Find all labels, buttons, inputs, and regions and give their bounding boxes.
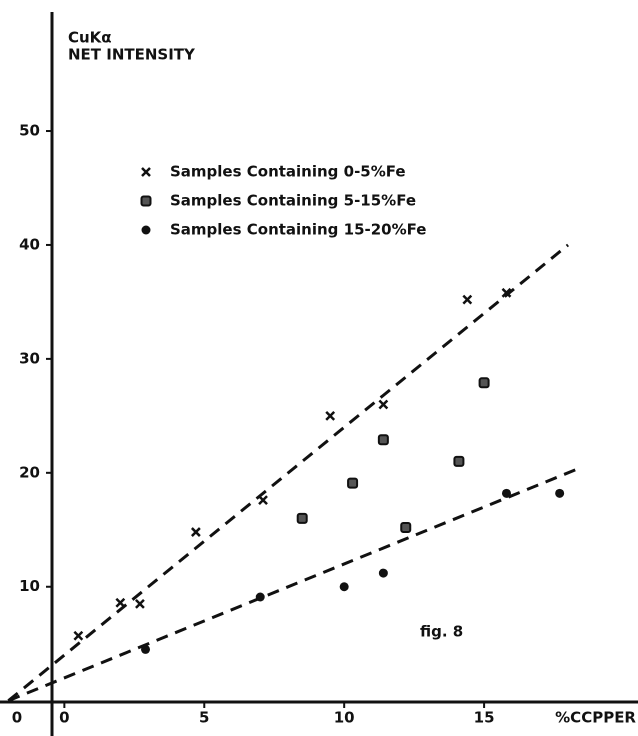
- marker-square: [347, 477, 359, 489]
- y-tick-label: 30: [19, 349, 40, 367]
- legend-label: Samples Containing 0-5%Fe: [170, 163, 406, 181]
- marker-dot: [141, 644, 151, 654]
- trend-line: [7, 468, 578, 703]
- marker-x: [73, 630, 84, 641]
- marker-dot: [378, 568, 388, 578]
- marker-dot: [339, 582, 349, 592]
- marker-x: [190, 527, 201, 537]
- y-axis-label: NET INTENSITY: [68, 46, 196, 64]
- marker-dot: [141, 225, 151, 235]
- marker-x: [501, 287, 512, 298]
- marker-x: [115, 597, 126, 608]
- x-tick-label: 5: [199, 709, 209, 727]
- legend-label: Samples Containing 15-20%Fe: [170, 221, 426, 239]
- x-tick-label: 15: [474, 709, 495, 727]
- marker-square: [400, 522, 412, 534]
- x-tick-label: 10: [334, 709, 355, 727]
- marker-square: [140, 195, 152, 207]
- marker-square: [453, 455, 465, 467]
- marker-x: [325, 410, 336, 421]
- marker-square: [478, 377, 490, 389]
- marker-x: [141, 167, 151, 177]
- marker-dot: [255, 592, 265, 602]
- marker-square: [296, 512, 308, 524]
- trend-line: [7, 243, 569, 702]
- y-tick-label: 50: [19, 122, 40, 140]
- annotation: fig. 8: [420, 623, 463, 641]
- marker-dot: [555, 488, 565, 498]
- y-tick-label: 10: [19, 577, 40, 595]
- marker-x: [258, 495, 268, 506]
- y-tick-label: 40: [19, 235, 40, 253]
- marker-dot: [501, 488, 511, 498]
- x-tick-label: 0: [59, 709, 69, 727]
- x-axis-label: %CCPPER: [555, 709, 636, 727]
- y-tick-label: 20: [19, 463, 40, 481]
- legend-label: Samples Containing 5-15%Fe: [170, 192, 416, 210]
- y-axis-label: CuKα: [68, 29, 112, 47]
- origin-label: 0: [12, 709, 22, 727]
- marker-x: [462, 294, 473, 305]
- marker-square: [377, 434, 389, 446]
- marker-x: [378, 399, 389, 410]
- marker-x: [135, 598, 145, 609]
